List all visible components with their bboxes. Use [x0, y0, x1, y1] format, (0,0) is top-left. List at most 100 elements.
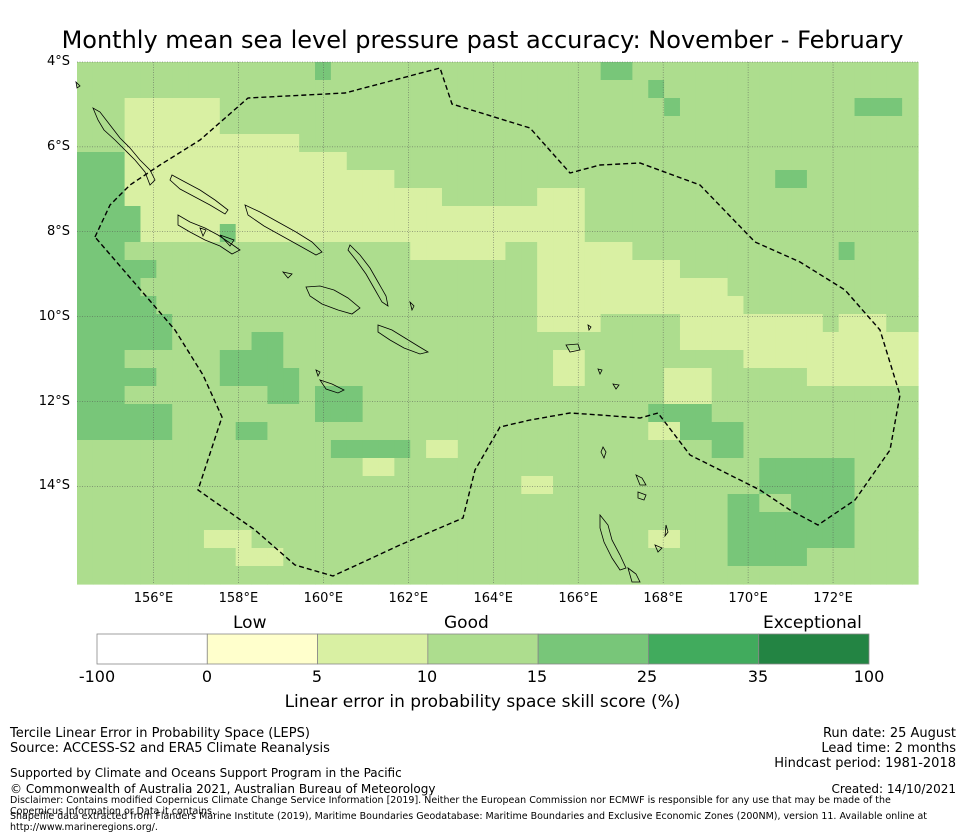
skill-cell [854, 296, 871, 315]
skill-cell [711, 152, 729, 171]
colorbar-swatch [537, 633, 649, 665]
skill-cell [378, 566, 395, 585]
skill-cell [140, 512, 157, 531]
skill-cell [791, 152, 808, 171]
skill-cell [822, 548, 840, 567]
skill-cell [315, 314, 332, 333]
skill-cell [553, 494, 570, 513]
skill-cell [711, 224, 729, 243]
skill-cell [378, 98, 395, 117]
skill-cell [156, 134, 173, 153]
skill-cell [584, 116, 602, 135]
skill-cell [521, 440, 538, 459]
skill-cell [632, 332, 649, 351]
skill-cell [346, 440, 364, 459]
skill-cell [854, 170, 871, 189]
skill-cell [632, 404, 649, 423]
skill-cell [664, 206, 681, 225]
skill-cell [219, 80, 237, 99]
colorbar-swatch [648, 633, 760, 665]
skill-cell [775, 170, 792, 189]
skill-cell [378, 386, 395, 405]
skill-cell [92, 296, 110, 315]
skill-cell [203, 476, 221, 495]
skill-cell [600, 152, 618, 171]
skill-cell [235, 62, 253, 81]
skill-cell [203, 530, 221, 549]
skill-cell [902, 98, 919, 117]
skill-cell [600, 242, 618, 261]
skill-cell [394, 404, 411, 423]
skill-cell [886, 152, 903, 171]
skill-cell [346, 368, 364, 387]
skill-cell [346, 494, 364, 513]
skill-cell [568, 260, 586, 279]
skill-cell [235, 350, 253, 369]
skill-cell [806, 242, 824, 261]
skill-cell [727, 440, 745, 459]
skill-cell [346, 242, 364, 261]
skill-cell [711, 422, 729, 441]
skill-cell [378, 278, 395, 297]
skill-cell [679, 566, 697, 585]
skill-cell [441, 332, 459, 351]
skill-cell [806, 350, 824, 369]
skill-cell [505, 80, 522, 99]
skill-cell [838, 188, 856, 207]
skill-cell [346, 206, 364, 225]
skill-cell [870, 206, 887, 225]
skill-cell [346, 80, 364, 99]
skill-cell [410, 224, 427, 243]
skill-cell [394, 512, 411, 531]
skill-cell [77, 206, 94, 225]
skill-cell [124, 350, 142, 369]
skill-cell [553, 170, 570, 189]
skill-cell [632, 260, 649, 279]
skill-cell [743, 62, 760, 81]
skill-cell [648, 368, 665, 387]
source-text: Source: ACCESS-S2 and ERA5 Climate Reana… [10, 741, 330, 756]
skill-cell [378, 368, 395, 387]
colorbar-category-low: Low [233, 613, 267, 633]
skill-cell [330, 296, 348, 315]
skill-cell [584, 386, 602, 405]
skill-cell [77, 242, 94, 261]
skill-cell [711, 530, 729, 549]
skill-cell [378, 530, 395, 549]
skill-cell [219, 566, 237, 585]
skill-cell [695, 350, 713, 369]
skill-cell [283, 530, 300, 549]
skill-cell [600, 296, 618, 315]
skill-cell [806, 458, 824, 477]
skill-cell [457, 476, 475, 495]
skill-cell [283, 98, 300, 117]
skill-cell [124, 98, 142, 117]
skill-cell [188, 422, 205, 441]
skill-cell [711, 62, 729, 81]
skill-cell [695, 206, 713, 225]
skill-cell [394, 62, 411, 81]
skill-cell [679, 440, 697, 459]
skill-cell [77, 548, 94, 567]
skill-cell [537, 314, 554, 333]
skill-cell [759, 314, 776, 333]
skill-cell [806, 404, 824, 423]
coastline-santa-isabel [244, 204, 323, 256]
coastline-banks [635, 474, 647, 486]
skill-cell [92, 206, 110, 225]
skill-cell [664, 512, 681, 531]
skill-cell [568, 134, 586, 153]
skill-cell [632, 440, 649, 459]
skill-cell [235, 134, 253, 153]
skill-cell [553, 548, 570, 567]
skill-cell [791, 386, 808, 405]
skill-cell [251, 566, 269, 585]
skill-cell [791, 548, 808, 567]
skill-cell [283, 422, 300, 441]
colorbar [96, 633, 870, 665]
skill-cell [457, 98, 475, 117]
skill-cell [140, 566, 157, 585]
skill-cell [537, 404, 554, 423]
skill-cell [616, 314, 633, 333]
skill-cell [251, 134, 269, 153]
